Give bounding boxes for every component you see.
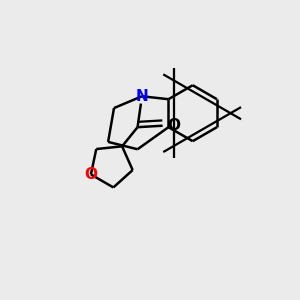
Text: O: O [84, 167, 98, 182]
Text: O: O [167, 118, 180, 133]
Text: N: N [136, 89, 148, 104]
